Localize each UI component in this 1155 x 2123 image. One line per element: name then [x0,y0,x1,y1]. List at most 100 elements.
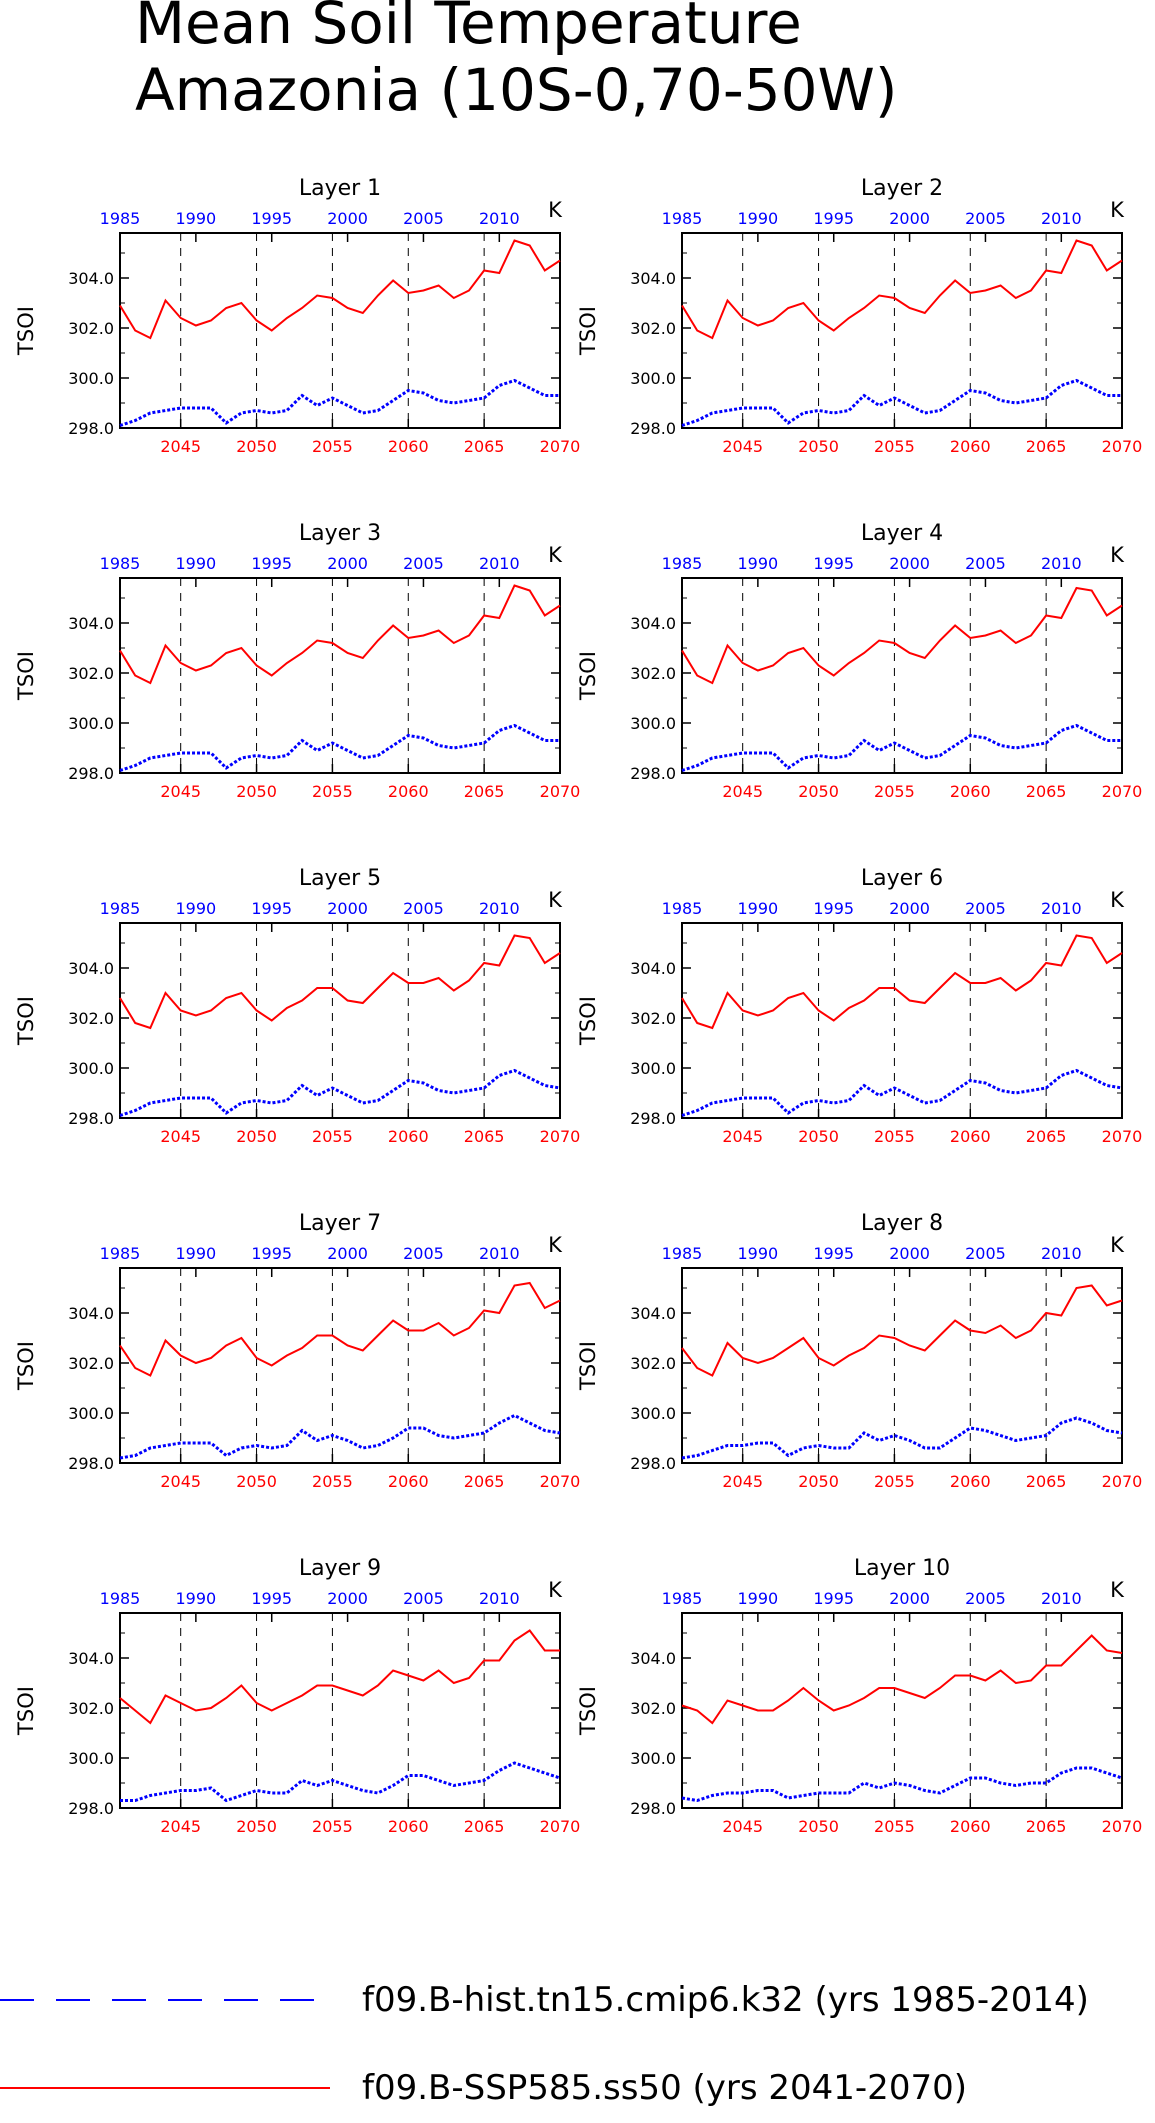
y-tick-label: 300.0 [630,1059,676,1078]
plot-frame [119,1612,561,1809]
series-line-ssp [119,239,561,340]
series-line-hist [681,378,1122,427]
y-tick-label: 298.0 [68,1454,114,1473]
panel-title: Layer 1 [299,176,381,201]
units-label: K [1110,1578,1125,1602]
x-tick-label-top: 2010 [1041,209,1082,228]
x-tick-label-bottom: 2065 [1026,1472,1067,1491]
x-tick-label-top: 1995 [251,1589,292,1608]
series-line-hist [119,723,560,772]
series-line-ssp [119,934,561,1030]
legend-hist-label: f09.B-hist.tn15.cmip6.k32 (yrs 1985-2014… [362,1980,1089,2020]
units-label: K [548,1578,563,1602]
x-tick-label-bottom: 2060 [950,1472,991,1491]
x-tick-label-top: 1990 [176,554,217,573]
x-tick-label-top: 2010 [479,554,520,573]
units-label: K [548,888,563,912]
x-tick-label-top: 1995 [251,899,292,918]
x-tick-label-bottom: 2055 [874,437,915,456]
x-tick-label-top: 1995 [251,554,292,573]
x-tick-label-top: 2010 [479,1244,520,1263]
x-tick-label-top: 1995 [251,209,292,228]
x-tick-label-top: 2000 [889,1244,930,1263]
x-tick-label-bottom: 2050 [236,1127,277,1146]
x-tick-label-top: 1985 [100,209,141,228]
x-tick-label-top: 1990 [738,899,779,918]
x-tick-label-bottom: 2060 [388,1817,429,1836]
x-tick-label-top: 1995 [813,899,854,918]
x-tick-label-bottom: 2060 [388,437,429,456]
x-tick-label-top: 1985 [100,899,141,918]
y-tick-label: 304.0 [630,959,676,978]
panel-title: Layer 10 [854,1556,950,1581]
x-tick-label-top: 2005 [403,899,444,918]
x-tick-label-top: 2000 [327,1244,368,1263]
x-tick-label-bottom: 2045 [160,1127,201,1146]
x-tick-label-bottom: 2070 [540,1817,581,1836]
plot-frame [681,577,1123,774]
x-tick-label-bottom: 2050 [798,1472,839,1491]
x-tick-label-bottom: 2045 [160,782,201,801]
y-tick-label: 302.0 [630,1009,676,1028]
y-tick-label: 302.0 [68,319,114,338]
y-tick-label: 298.0 [630,1454,676,1473]
units-label: K [548,1233,563,1257]
x-tick-label-top: 1985 [100,554,141,573]
y-tick-label: 302.0 [630,1699,676,1718]
y-tick-label: 304.0 [68,959,114,978]
x-tick-label-bottom: 2050 [798,782,839,801]
x-tick-label-top: 2000 [327,1589,368,1608]
y-tick-label: 304.0 [630,614,676,633]
y-tick-label: 304.0 [68,1649,114,1668]
x-tick-label-bottom: 2045 [160,437,201,456]
x-tick-label-bottom: 2060 [388,782,429,801]
panel-title: Layer 6 [861,866,943,891]
y-tick-label: 298.0 [68,1799,114,1818]
series-line-ssp [119,1281,561,1377]
x-tick-label-bottom: 2060 [950,1127,991,1146]
units-label: K [1110,1233,1125,1257]
x-tick-label-top: 2010 [1041,554,1082,573]
series-line-hist [119,1413,561,1460]
plot-frame [119,1267,561,1464]
y-tick-label: 304.0 [68,1304,114,1323]
x-tick-label-bottom: 2065 [464,437,505,456]
x-tick-label-top: 2005 [965,1244,1006,1263]
x-tick-label-top: 2010 [479,899,520,918]
series-line-ssp [119,1629,560,1725]
y-tick-label: 302.0 [68,664,114,683]
y-axis-label: TSOI [576,306,600,356]
x-tick-label-top: 1990 [176,1244,217,1263]
panel-title: Layer 3 [299,521,381,546]
x-tick-label-top: 2005 [403,209,444,228]
x-tick-label-bottom: 2055 [874,782,915,801]
x-tick-label-top: 2010 [1041,1244,1082,1263]
x-tick-label-top: 2005 [965,1589,1006,1608]
x-tick-label-bottom: 2045 [722,1472,763,1491]
x-tick-label-bottom: 2060 [950,1817,991,1836]
panel-title: Layer 7 [299,1211,381,1236]
series-line-ssp [681,934,1123,1030]
plot-frame [681,922,1123,1119]
x-tick-label-bottom: 2060 [950,437,991,456]
y-tick-label: 298.0 [68,1109,114,1128]
series-line-hist [119,378,560,427]
x-tick-label-bottom: 2055 [874,1817,915,1836]
figure-title-line1: Mean Soil Temperature [135,0,802,57]
panel-layer-7: Layer 7 K TSOI 298.0 300.0 302.0 304.0 2045 2050… [14,1211,580,1491]
y-tick-label: 298.0 [68,419,114,438]
x-tick-label-top: 1990 [176,899,217,918]
x-tick-label-bottom: 2050 [236,437,277,456]
x-tick-label-top: 1985 [662,1589,703,1608]
panel-layer-8: Layer 8 K TSOI 298.0 300.0 302.0 304.0 2045 2050… [576,1211,1142,1491]
panel-layer-4: Layer 4 K TSOI 298.0 300.0 302.0 304.0 2045 2050… [576,521,1142,801]
y-tick-label: 300.0 [630,369,676,388]
x-tick-label-bottom: 2050 [798,437,839,456]
y-tick-label: 298.0 [630,764,676,783]
x-tick-label-bottom: 2065 [464,1817,505,1836]
legend: f09.B-hist.tn15.cmip6.k32 (yrs 1985-2014… [0,1980,1089,2108]
x-tick-label-bottom: 2065 [464,1472,505,1491]
x-tick-label-bottom: 2055 [312,437,353,456]
x-tick-label-bottom: 2050 [798,1127,839,1146]
